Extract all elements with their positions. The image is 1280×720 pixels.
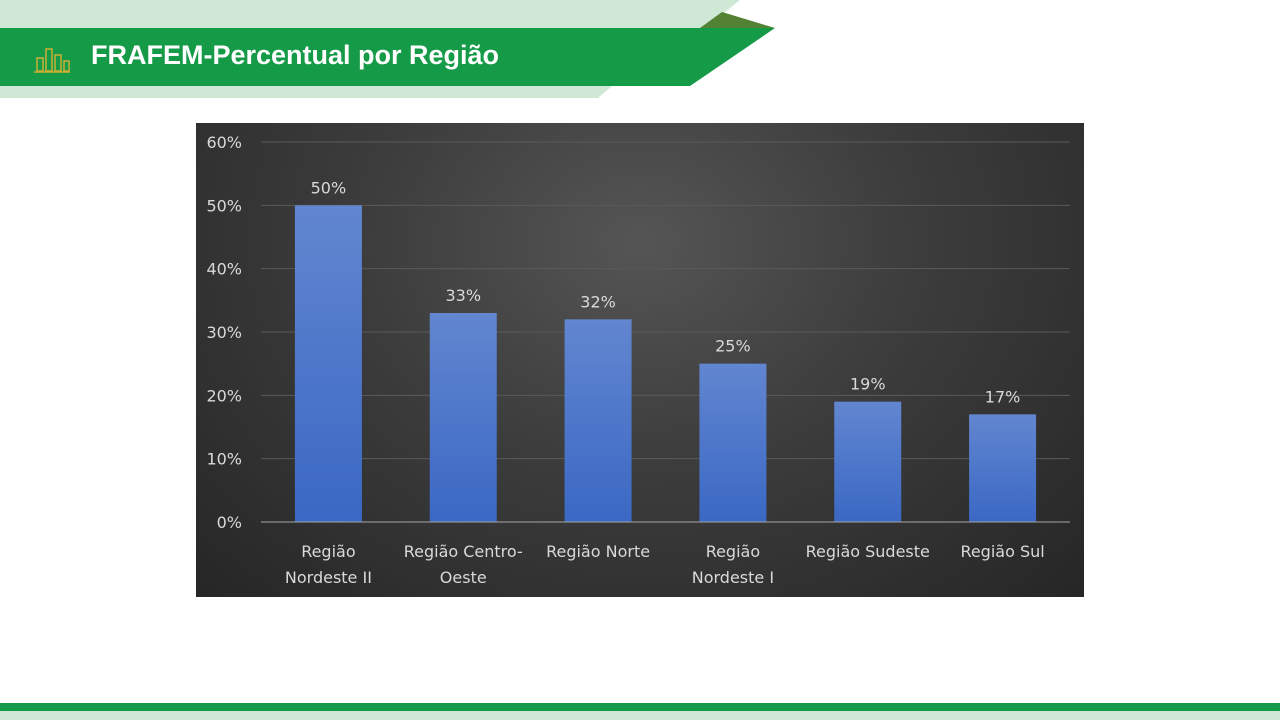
x-tick-label: Região Norte — [546, 542, 650, 561]
slide-header: FRAFEM-Percentual por Região — [0, 0, 800, 110]
bar-1 — [294, 205, 362, 522]
footer-band — [0, 711, 1280, 720]
bar-6 — [969, 414, 1037, 522]
x-tick-label: Nordeste II — [285, 568, 372, 587]
x-tick-label: Região — [301, 542, 355, 561]
y-tick-label: 20% — [206, 386, 242, 405]
bar-2 — [429, 313, 497, 522]
bar-chart-icon — [34, 48, 70, 73]
data-label: 33% — [445, 286, 481, 305]
data-label: 25% — [715, 337, 751, 356]
data-label: 32% — [580, 292, 616, 311]
y-tick-label: 50% — [206, 196, 242, 215]
y-tick-label: 10% — [206, 450, 242, 469]
footer-bar — [0, 703, 1280, 711]
bar-3 — [564, 319, 632, 522]
header-banner — [0, 0, 775, 98]
x-tick-label: Região — [706, 542, 760, 561]
y-tick-label: 0% — [217, 513, 242, 532]
data-label: 17% — [985, 387, 1021, 406]
bar-5 — [834, 401, 902, 522]
bar-4 — [699, 363, 767, 522]
bar-chart: 0% 10% 20% 30% 40% 50% 60% 50% Região Nordeste II… — [196, 123, 1084, 597]
x-tick-label: Oeste — [440, 568, 487, 587]
data-label: 19% — [850, 375, 886, 394]
y-tick-label: 30% — [206, 323, 242, 342]
y-tick-label: 60% — [206, 133, 242, 152]
x-tick-label: Região Centro- — [404, 542, 523, 561]
chart-canvas: 0% 10% 20% 30% 40% 50% 60% 50% Região Nordeste II… — [206, 133, 1070, 587]
x-tick-label: Região Sul — [960, 542, 1044, 561]
page-title: FRAFEM-Percentual por Região — [91, 40, 500, 70]
y-tick-label: 40% — [206, 260, 242, 279]
data-label: 50% — [311, 178, 347, 197]
x-tick-label: Nordeste I — [692, 568, 774, 587]
x-tick-label: Região Sudeste — [806, 542, 930, 561]
